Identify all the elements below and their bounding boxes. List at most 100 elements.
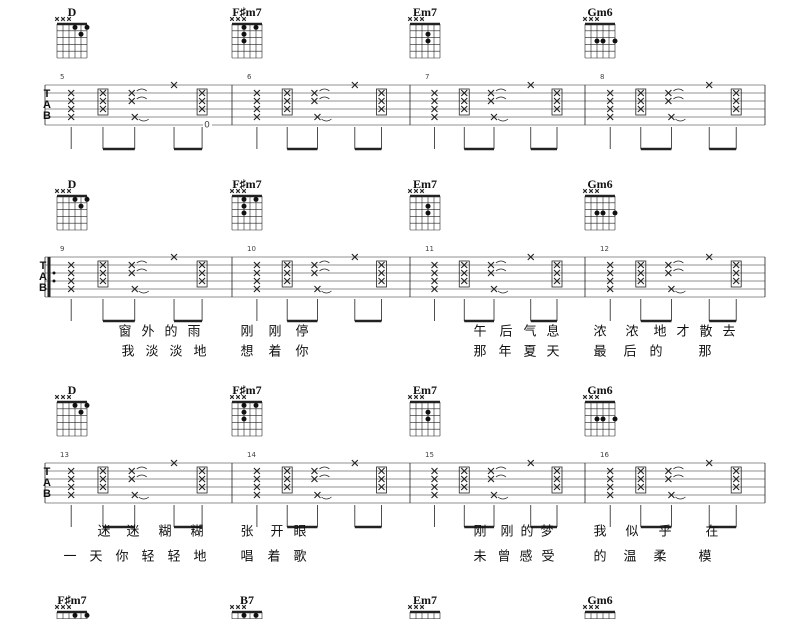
tab-x — [170, 459, 178, 467]
tab-x — [229, 188, 235, 194]
tab-x — [665, 467, 672, 475]
box — [196, 466, 208, 494]
tab-x — [378, 97, 385, 105]
tab-x — [594, 16, 600, 22]
note-bg — [203, 119, 212, 130]
tab-x — [705, 81, 713, 89]
lyric: 雨 — [187, 325, 200, 340]
tie — [675, 118, 686, 122]
tie — [319, 260, 330, 264]
tab-x — [732, 105, 740, 113]
tab-x — [431, 285, 438, 293]
finger-dot — [241, 210, 247, 216]
lyric: 一 — [63, 550, 76, 565]
tab-x — [487, 89, 495, 97]
finger-dot — [72, 196, 78, 202]
lyric: 刚 — [500, 525, 513, 540]
lyric: 夏 — [523, 345, 536, 360]
lyric: 浓 — [625, 325, 638, 340]
lyric: 轻 — [167, 550, 180, 565]
tab-x — [419, 188, 425, 194]
tab-x — [235, 16, 241, 22]
chord-name: Em7 — [413, 5, 437, 19]
lyric: 的 — [593, 549, 606, 565]
chord-name: Gm6 — [587, 593, 612, 607]
tab-x — [460, 261, 468, 269]
tab-x — [131, 113, 139, 121]
tab-letter: B — [43, 488, 51, 500]
lyric: 气 — [523, 324, 536, 340]
tab-x — [606, 285, 614, 293]
tie — [673, 260, 684, 264]
tab-x — [311, 269, 318, 277]
lyric: 那 — [698, 345, 711, 360]
tie — [495, 466, 507, 470]
tie — [673, 96, 684, 100]
lyric: 曾 — [497, 550, 510, 565]
tab-x — [283, 97, 291, 105]
tab-x — [253, 277, 261, 285]
box — [458, 260, 470, 288]
tab-x — [431, 277, 438, 285]
tab-x — [431, 475, 438, 483]
finger-dot — [425, 210, 431, 216]
finger-dot — [612, 38, 618, 44]
chord-name: D — [68, 177, 77, 191]
tab-x — [378, 89, 385, 97]
tie — [321, 290, 332, 294]
tab-x — [553, 89, 561, 97]
tab-x — [668, 285, 675, 293]
lyric: 天 — [89, 550, 102, 565]
tab-x — [527, 253, 535, 261]
tie — [136, 96, 148, 100]
tab-x — [637, 269, 645, 277]
finger-dot — [594, 38, 600, 44]
measure-number: 12 — [600, 245, 609, 253]
tab-x — [378, 261, 385, 269]
lyric: 刚 — [473, 525, 486, 540]
tie — [321, 496, 332, 500]
lyric: 午 — [473, 325, 486, 340]
tab-x — [378, 467, 385, 475]
tab-x — [99, 269, 107, 277]
tab-letter: B — [43, 110, 51, 122]
tie — [136, 474, 148, 478]
box — [458, 466, 470, 494]
tab-x — [99, 277, 107, 285]
tab-x — [99, 467, 107, 475]
tab-letter: B — [39, 282, 47, 294]
lyric: 未 — [473, 550, 486, 565]
tab-x — [170, 253, 178, 261]
tab-x — [732, 467, 740, 475]
tab-letter: T — [40, 260, 47, 272]
finger-dot — [72, 612, 78, 618]
tab-x — [60, 604, 66, 610]
tab-x — [606, 491, 614, 499]
tab-x — [637, 105, 645, 113]
finger-dot — [84, 402, 90, 408]
tab-x — [311, 475, 318, 483]
finger-dot — [600, 38, 606, 44]
tie — [319, 268, 330, 272]
tab-x — [419, 16, 425, 22]
tab-x — [311, 89, 318, 97]
measure-number: 15 — [425, 451, 434, 459]
box — [458, 88, 470, 116]
tab-x — [378, 105, 385, 113]
tab-x — [637, 475, 645, 483]
lyric: 乎 — [658, 525, 671, 540]
tab-x — [67, 483, 75, 491]
tab-x — [487, 475, 495, 483]
tab-x — [128, 261, 136, 269]
tab-x — [594, 188, 600, 194]
tab-x — [460, 89, 468, 97]
lyric: 模 — [698, 550, 711, 565]
tab-x — [241, 188, 247, 194]
tab-x — [99, 475, 107, 483]
tie — [319, 88, 330, 92]
finger-dot — [253, 612, 259, 618]
tab-x — [732, 483, 740, 491]
box — [281, 260, 293, 288]
tab-x — [553, 261, 561, 269]
finger-dot — [241, 409, 247, 415]
